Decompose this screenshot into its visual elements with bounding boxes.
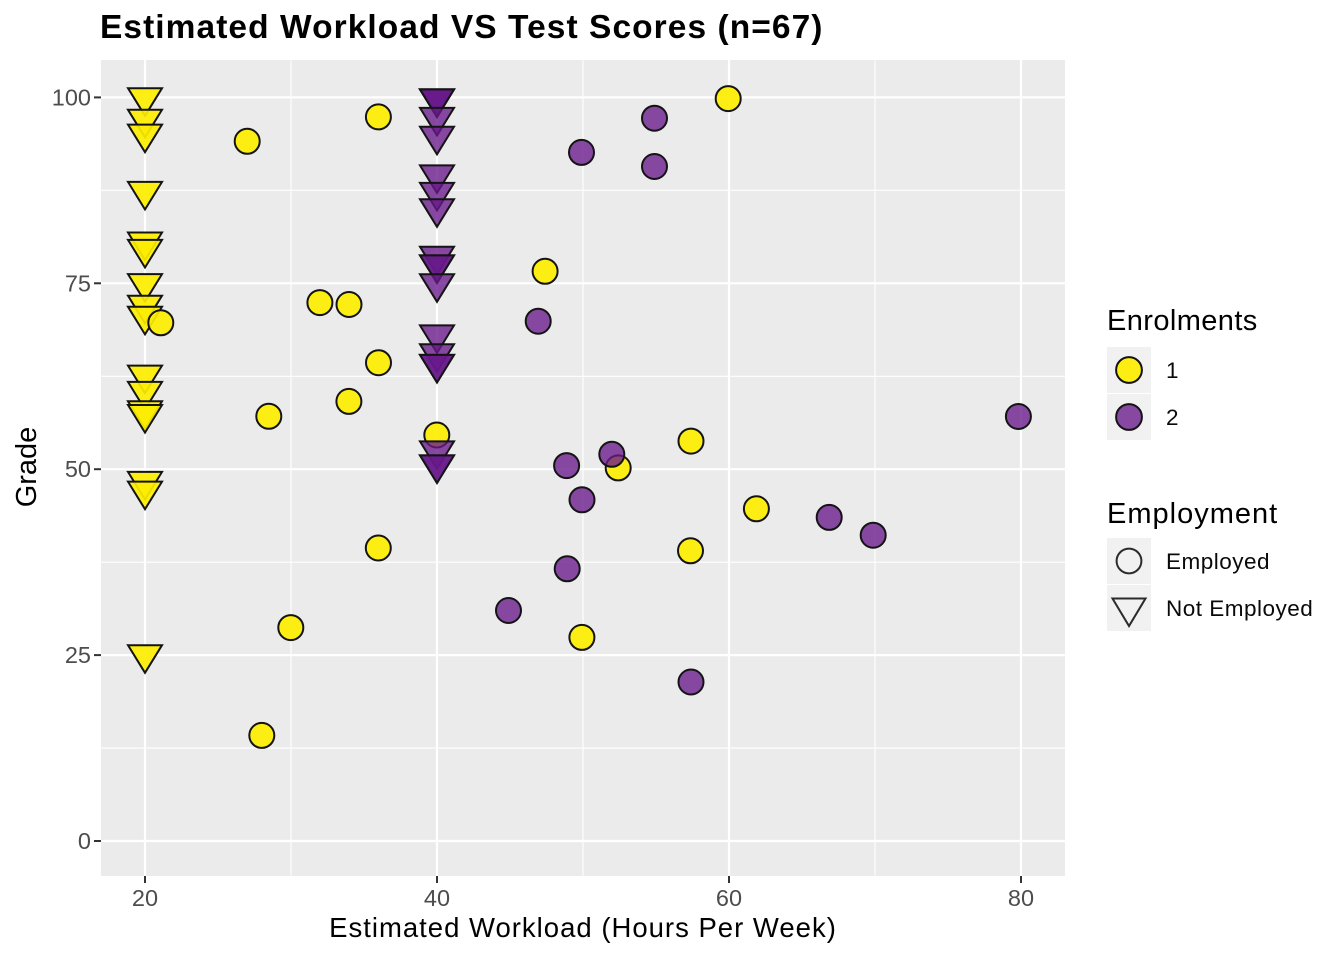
svg-text:Estimated Workload VS Test Sco: Estimated Workload VS Test Scores (n=67) xyxy=(100,9,823,46)
svg-text:Grade: Grade xyxy=(11,427,43,508)
svg-text:40: 40 xyxy=(424,885,450,911)
svg-text:Employed: Employed xyxy=(1166,549,1270,574)
svg-text:2: 2 xyxy=(1166,405,1179,430)
svg-text:50: 50 xyxy=(65,456,91,482)
svg-text:60: 60 xyxy=(716,885,742,911)
svg-text:0: 0 xyxy=(78,828,91,854)
svg-text:100: 100 xyxy=(52,84,91,110)
svg-text:25: 25 xyxy=(65,642,91,668)
svg-text:Employment: Employment xyxy=(1107,498,1278,530)
svg-text:1: 1 xyxy=(1166,358,1179,383)
svg-text:Estimated Workload (Hours Per: Estimated Workload (Hours Per Week) xyxy=(329,912,837,943)
svg-text:80: 80 xyxy=(1008,885,1034,911)
svg-text:Enrolments: Enrolments xyxy=(1107,305,1258,337)
svg-text:75: 75 xyxy=(65,270,91,296)
svg-text:20: 20 xyxy=(132,885,158,911)
svg-text:Not Employed: Not Employed xyxy=(1166,596,1313,621)
